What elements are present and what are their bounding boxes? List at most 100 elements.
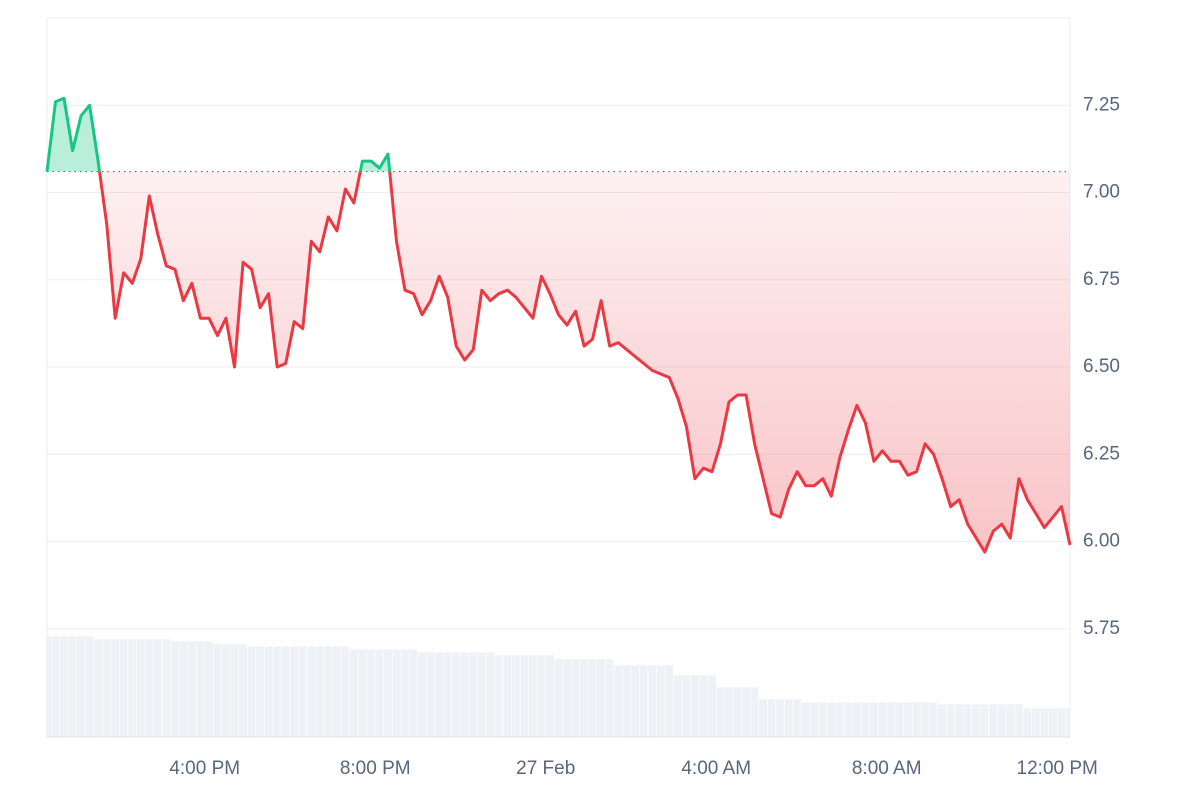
volume-bar xyxy=(946,703,956,738)
volume-bar xyxy=(562,658,572,738)
y-tick-label: 5.75 xyxy=(1083,618,1120,639)
volume-bar xyxy=(588,658,598,738)
volume-bar xyxy=(306,645,316,738)
volume-bar xyxy=(835,701,845,738)
volume-bar xyxy=(187,640,197,738)
volume-bar xyxy=(153,638,163,738)
volume-bar xyxy=(801,701,811,738)
volume-bar xyxy=(664,664,674,738)
volume-bar xyxy=(954,703,964,738)
volume-bar xyxy=(656,664,666,738)
volume-bar xyxy=(536,654,547,738)
volume-bar xyxy=(204,640,214,738)
y-tick-label: 7.00 xyxy=(1083,182,1120,203)
volume-bar xyxy=(971,703,981,738)
area-down xyxy=(47,171,1070,552)
volume-bar xyxy=(741,686,751,738)
volume-bar xyxy=(920,701,930,738)
volume-bar xyxy=(869,701,879,738)
y-tick-label: 6.25 xyxy=(1083,443,1120,464)
volume-bar xyxy=(127,638,137,738)
volume-bar xyxy=(485,651,495,738)
y-tick-label: 6.75 xyxy=(1083,269,1120,290)
volume-bar xyxy=(784,698,794,738)
volume-bar xyxy=(247,645,257,738)
volume-bar xyxy=(502,654,512,738)
volume-bar xyxy=(400,648,410,738)
volume-bar xyxy=(494,654,504,738)
volume-bar xyxy=(409,648,419,738)
volume-bar xyxy=(161,638,171,738)
volume-bar xyxy=(357,648,367,738)
volume-bar xyxy=(894,701,905,738)
volume-bar xyxy=(68,635,78,738)
volume-bar xyxy=(178,640,188,738)
volume-bar xyxy=(426,651,436,738)
volume-bar xyxy=(929,701,939,738)
label-layer: 5.75 6.00 6.25 6.50 6.75 7.00 7.25 4:00 PM 8:00 … xyxy=(169,94,1120,779)
volume-bar xyxy=(136,638,146,738)
volume-bar xyxy=(775,698,785,738)
volume-bar xyxy=(434,651,444,738)
volume-bar xyxy=(102,638,112,738)
volume-bar xyxy=(843,701,853,738)
volume-bar xyxy=(289,645,299,738)
volume-bar xyxy=(417,651,427,738)
volume-bar xyxy=(988,703,998,738)
volume-bar xyxy=(1005,703,1015,738)
y-tick-label: 7.25 xyxy=(1083,94,1120,115)
volume-bar xyxy=(545,654,555,738)
volume-bar xyxy=(826,701,836,738)
volume-bar xyxy=(468,651,478,738)
volume-bar xyxy=(144,638,154,738)
volume-bar xyxy=(818,701,828,738)
y-tick-label: 6.50 xyxy=(1083,356,1120,377)
volume-bar xyxy=(605,658,615,738)
x-tick-label: 27 Feb xyxy=(516,758,575,779)
volume-bar xyxy=(809,701,819,738)
volume-bar xyxy=(298,645,308,738)
volume-bar xyxy=(877,701,888,738)
x-tick-label: 12:00 PM xyxy=(1017,758,1098,779)
volume-bar xyxy=(85,635,95,738)
volume-bar xyxy=(443,651,453,738)
volume-bar xyxy=(281,645,291,738)
volume-bar xyxy=(698,674,708,738)
volume-bar xyxy=(852,701,862,738)
volume-bar xyxy=(323,645,333,738)
price-line-down xyxy=(46,171,1072,554)
volume-bar xyxy=(110,638,120,738)
volume-bar xyxy=(579,658,589,738)
volume-bar xyxy=(707,674,717,738)
volume-bar xyxy=(630,664,640,738)
volume-bar xyxy=(639,664,649,738)
volume-bar xyxy=(681,674,691,738)
volume-bar xyxy=(767,698,777,738)
volume-bar xyxy=(340,645,350,738)
volume-bar xyxy=(93,638,103,738)
x-tick-label: 8:00 PM xyxy=(340,758,411,779)
volume-bar xyxy=(195,640,206,738)
volume-bar xyxy=(212,643,223,738)
volume-bar xyxy=(374,648,385,738)
volume-bar xyxy=(76,635,86,738)
volume-bar xyxy=(1014,703,1024,738)
volume-bar xyxy=(690,674,700,738)
volume-bar xyxy=(997,703,1007,738)
volume-bar xyxy=(613,664,623,738)
volume-bar xyxy=(391,648,402,738)
volume-bar xyxy=(238,643,248,738)
volume-bar xyxy=(596,658,606,738)
volume-bar xyxy=(528,654,538,738)
volume-bar xyxy=(332,645,342,738)
volume-bar xyxy=(221,643,231,738)
volume-bar xyxy=(511,654,521,738)
volume-bar xyxy=(59,635,69,738)
volume-bar xyxy=(758,698,768,738)
volume-bar xyxy=(264,645,274,738)
volume-bar xyxy=(622,664,632,738)
volume-bar xyxy=(1039,707,1049,738)
volume-bar xyxy=(1065,707,1071,738)
